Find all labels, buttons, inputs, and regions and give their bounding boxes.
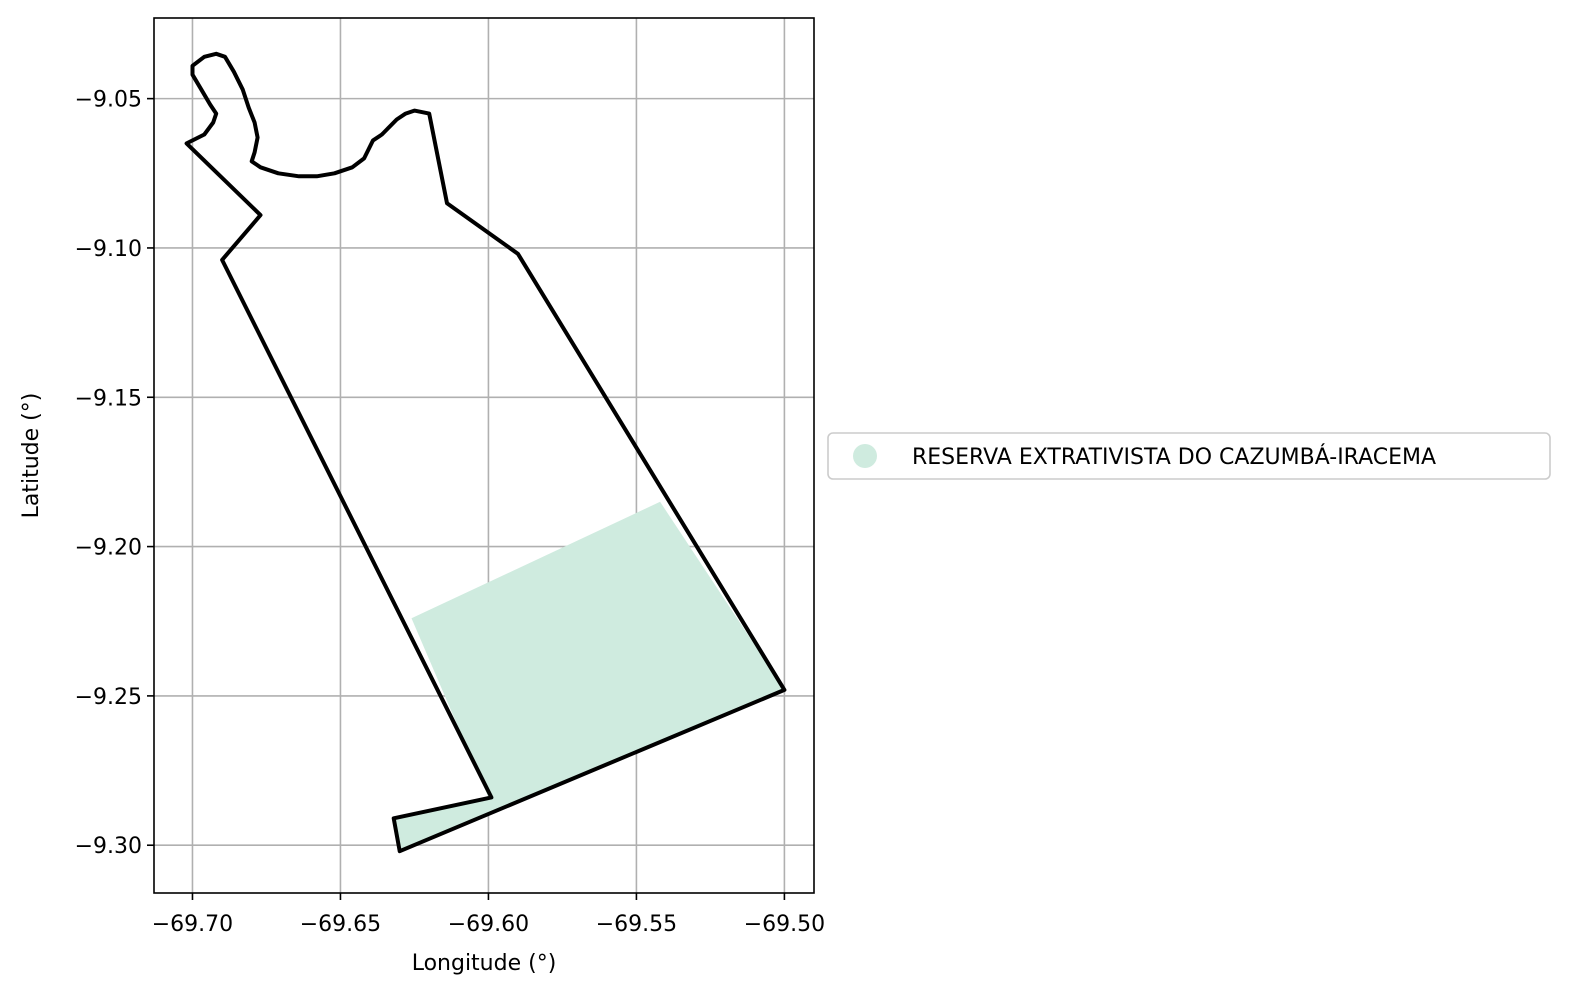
x-tick-label: −69.55 [596,912,677,937]
y-axis-label: Latitude (°) [19,393,44,519]
legend: RESERVA EXTRATIVISTA DO CAZUMBÁ-IRACEMA [827,432,1551,480]
legend-box [827,432,1551,480]
plot-frame [153,17,815,894]
x-tick-label: −69.70 [152,912,233,937]
y-tick-label: −9.15 [75,386,142,411]
legend-label-reserve: RESERVA EXTRATIVISTA DO CAZUMBÁ-IRACEMA [912,444,1436,470]
reserve-boundary-outline [184,51,787,854]
y-tick-label: −9.10 [75,237,142,262]
axis-ticks: −69.70 −69.65 −69.60 −69.55 −69.50 −9.05 −9.10… [75,88,826,937]
y-tick-label: −9.05 [75,88,142,113]
x-tick-label: −69.50 [744,912,825,937]
legend-marker [853,444,877,468]
x-tick-label: −69.60 [448,912,529,937]
y-tick-label: −9.30 [75,834,142,859]
reserve-area-fill [393,501,785,852]
x-axis-label: Longitude (°) [412,951,557,976]
x-tick-label: −69.65 [300,912,381,937]
y-tick-label: −9.20 [75,536,142,561]
y-tick-label: −9.25 [75,685,142,710]
